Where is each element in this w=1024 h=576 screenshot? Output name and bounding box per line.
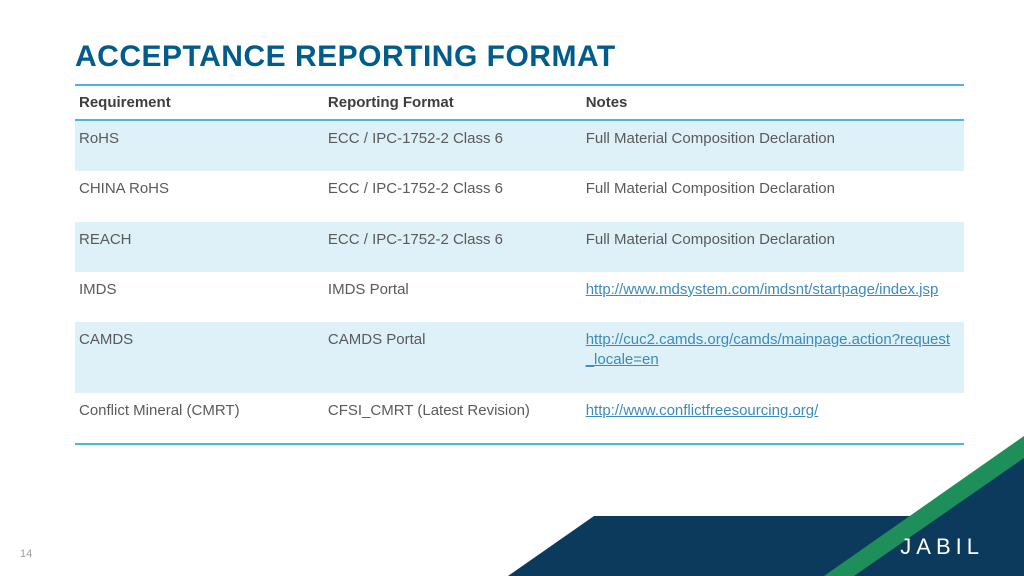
notes-link[interactable]: http://cuc2.camds.org/camds/mainpage.act… [586,331,950,368]
table-container: Requirement Reporting Format Notes RoHSE… [75,84,964,445]
cell-requirement: CAMDS [75,322,324,393]
cell-format: CFSI_CMRT (Latest Revision) [324,393,582,444]
table-row: RoHSECC / IPC-1752-2 Class 6Full Materia… [75,120,964,171]
cell-requirement: REACH [75,222,324,272]
table-row: REACHECC / IPC-1752-2 Class 6Full Materi… [75,222,964,272]
cell-format: ECC / IPC-1752-2 Class 6 [324,120,582,171]
brand-logo-text: JABIL [900,534,984,560]
cell-notes: Full Material Composition Declaration [582,171,964,221]
cell-requirement: IMDS [75,272,324,322]
cell-format: ECC / IPC-1752-2 Class 6 [324,222,582,272]
cell-requirement: Conflict Mineral (CMRT) [75,393,324,444]
footer-triangle-edge [508,516,594,576]
col-header-requirement: Requirement [75,86,324,120]
cell-notes: http://www.mdsystem.com/imdsnt/startpage… [582,272,964,322]
page-number: 14 [20,548,32,560]
notes-link[interactable]: http://www.conflictfreesourcing.org/ [586,402,819,419]
cell-requirement: RoHS [75,120,324,171]
cell-format: CAMDS Portal [324,322,582,393]
table-header-row: Requirement Reporting Format Notes [75,86,964,120]
col-header-notes: Notes [582,86,964,120]
cell-format: IMDS Portal [324,272,582,322]
table-row: CHINA RoHSECC / IPC-1752-2 Class 6Full M… [75,171,964,221]
cell-format: ECC / IPC-1752-2 Class 6 [324,171,582,221]
page-title: ACCEPTANCE REPORTING FORMAT [75,40,964,74]
cell-notes: http://cuc2.camds.org/camds/mainpage.act… [582,322,964,393]
notes-link[interactable]: http://www.mdsystem.com/imdsnt/startpage… [586,281,939,298]
reporting-table: Requirement Reporting Format Notes RoHSE… [75,86,964,445]
table-row: IMDSIMDS Portalhttp://www.mdsystem.com/i… [75,272,964,322]
table-row: CAMDSCAMDS Portalhttp://cuc2.camds.org/c… [75,322,964,393]
cell-notes: Full Material Composition Declaration [582,222,964,272]
cell-requirement: CHINA RoHS [75,171,324,221]
cell-notes: Full Material Composition Declaration [582,120,964,171]
table-body: RoHSECC / IPC-1752-2 Class 6Full Materia… [75,120,964,444]
col-header-format: Reporting Format [324,86,582,120]
slide: ACCEPTANCE REPORTING FORMAT Requirement … [0,0,1024,576]
